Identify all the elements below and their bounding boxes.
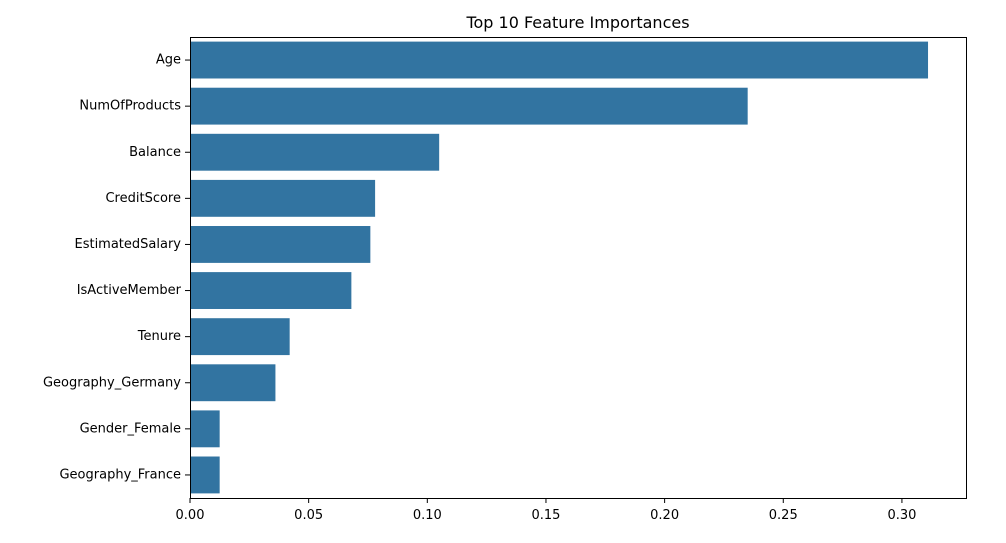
bars-group: [190, 41, 929, 494]
bar-age: [190, 41, 929, 79]
y-tick-label: IsActiveMember: [77, 283, 182, 298]
bar-creditscore: [190, 179, 376, 217]
y-tick-label: Geography_France: [59, 467, 181, 482]
chart-title: Top 10 Feature Importances: [465, 13, 689, 32]
x-tick-label: 0.00: [176, 508, 205, 523]
y-tick-label: CreditScore: [105, 191, 181, 206]
bar-estimatedsalary: [190, 226, 371, 263]
y-tick-label: Balance: [129, 145, 181, 160]
bar-geography-germany: [190, 364, 276, 402]
bar-numofproducts: [190, 87, 748, 125]
x-tick-label: 0.25: [769, 508, 798, 523]
y-tick-label: Gender_Female: [80, 421, 181, 436]
y-tick-label: NumOfProducts: [79, 99, 181, 114]
x-tick-label: 0.15: [531, 508, 560, 523]
x-tick-label: 0.20: [650, 508, 679, 523]
bar-balance: [190, 133, 440, 171]
x-axis-ticks: 0.00 0.05 0.10 0.15 0.20 0.25 0.30: [176, 498, 916, 523]
y-tick-label: Geography_Germany: [43, 375, 181, 390]
y-tick-label: EstimatedSalary: [74, 237, 181, 252]
plot-frame: [190, 37, 967, 499]
y-tick-label: Tenure: [137, 329, 181, 344]
bar-geography-france: [190, 456, 220, 494]
x-tick-label: 0.05: [294, 508, 323, 523]
bar-gender-female: [190, 410, 220, 448]
x-tick-label: 0.10: [413, 508, 442, 523]
x-tick-label: 0.30: [887, 508, 916, 523]
y-tick-label: Age: [156, 53, 181, 68]
bar-isactivemember: [190, 272, 352, 309]
y-axis-ticks: Age NumOfProducts Balance CreditScore Estima…: [43, 53, 190, 482]
bar-tenure: [190, 318, 290, 356]
